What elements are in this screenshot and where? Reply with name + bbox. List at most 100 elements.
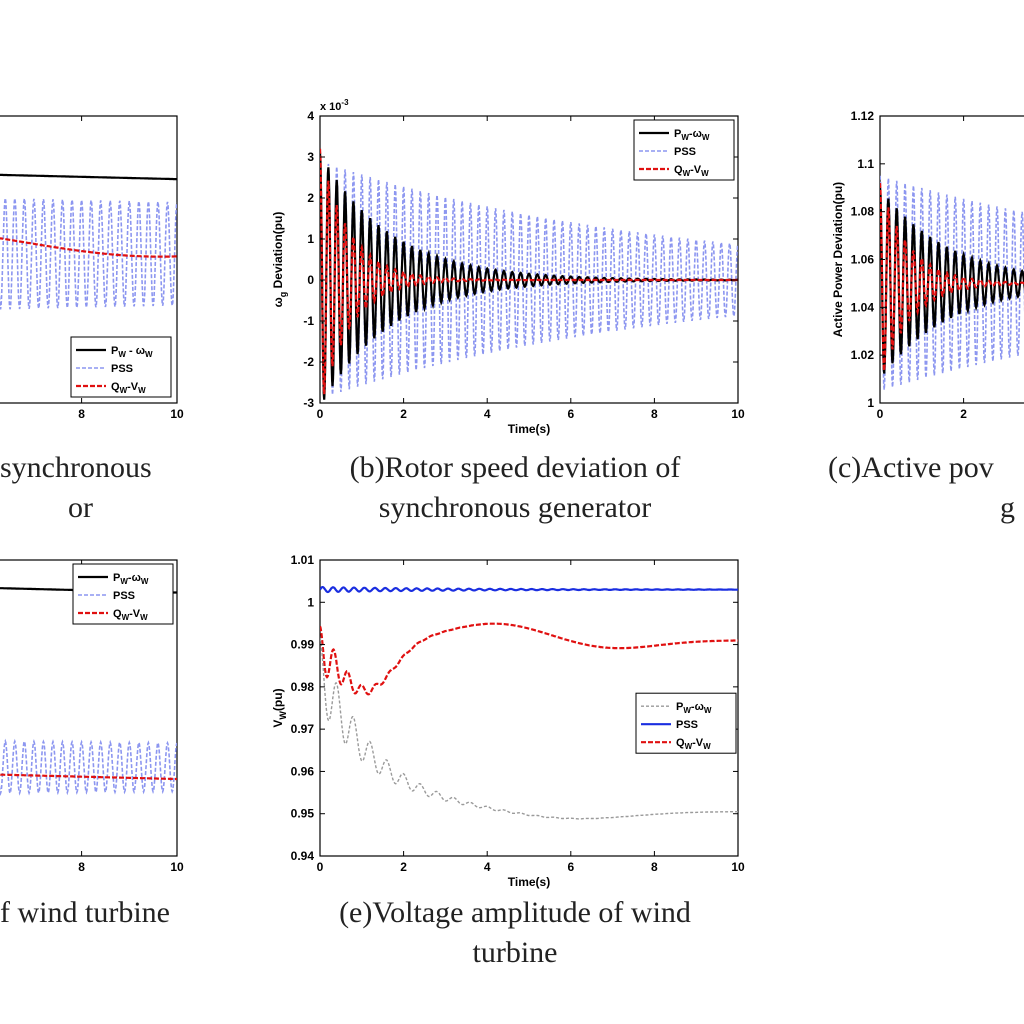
- x-axis-label: Time(s): [508, 422, 550, 436]
- x-tick-label: 10: [731, 860, 745, 874]
- legend-label: PW-ωW: [113, 572, 149, 586]
- caption-c-line1: (c)Active pov: [828, 451, 994, 484]
- x-tick-label: 6: [567, 407, 574, 421]
- caption-a: synchronous or: [0, 448, 210, 528]
- x-tick-label: 8: [78, 407, 85, 421]
- y-tick-label: 2: [307, 191, 314, 205]
- x-tick-label: 0: [877, 407, 884, 421]
- series-group: [320, 586, 738, 820]
- series-group: [880, 175, 1024, 390]
- axis-exponent: x 10-3: [320, 98, 349, 113]
- chart-e: 0 2 4 6 8 10 0.94 0.95 0.96 0.97 0.98 0.99 1 1.01 Time…: [271, 553, 745, 889]
- y-tick-label: 0.94: [291, 849, 315, 863]
- chart-d: 8 10 PW-ωW PSS QW-VW: [0, 559, 184, 874]
- caption-e: (e)Voltage amplitude of wind turbine: [285, 893, 745, 973]
- x-tick-label: 10: [170, 860, 184, 874]
- y-tick-label: 1: [867, 396, 874, 410]
- y-axis-label: VW(pu): [271, 688, 288, 727]
- caption-d: f wind turbine: [0, 893, 240, 933]
- y-tick-label: 1.01: [291, 553, 315, 567]
- x-axis-label: Time(s): [508, 875, 550, 889]
- y-axis-label: ωg Deviation(pu): [271, 212, 288, 308]
- caption-b-line1: (b)Rotor speed deviation of: [349, 451, 681, 484]
- caption-e-line1: (e)Voltage amplitude of wind: [339, 896, 691, 929]
- y-tick-label: 0.98: [291, 680, 315, 694]
- caption-d-line1: f wind turbine: [0, 896, 170, 929]
- y-tick-label: -3: [303, 396, 314, 410]
- y-tick-label: 1.1: [857, 157, 874, 171]
- y-tick-label: 0.97: [291, 722, 315, 736]
- chart-c: 0 2 1 1.02 1.04 1.06 1.08 1.1 1.12 Active Power D…: [831, 109, 1024, 421]
- legend: PW-ωW PSS QW-VW: [635, 692, 737, 754]
- y-tick-label: 0.96: [291, 764, 315, 778]
- x-tick-label: 8: [651, 407, 658, 421]
- x-tick-label: 10: [731, 407, 745, 421]
- series-line-red: [320, 148, 738, 395]
- caption-c: (c)Active pov g: [828, 448, 1024, 528]
- chart-b: 0 2 4 6 8 10 -3 -2 -1 0 1 2 3 4 Time(s) ωg Deviation(pu…: [271, 98, 745, 436]
- series-line-black: [320, 152, 738, 400]
- series-line-pss: [320, 161, 738, 398]
- legend-label: QW-VW: [113, 608, 148, 622]
- legend-label: QW-VW: [111, 381, 146, 395]
- series-line-red: [0, 237, 177, 258]
- legend-label: PW - ωW: [111, 345, 153, 359]
- caption-a-line1: synchronous: [0, 451, 152, 484]
- legend-label: QW-VW: [674, 164, 709, 178]
- series-line-gray: [320, 638, 738, 820]
- caption-b: (b)Rotor speed deviation of synchronous …: [300, 448, 730, 528]
- legend-label: PSS: [676, 719, 698, 731]
- y-tick-label: 1.04: [851, 300, 875, 314]
- x-tick-label: 0: [317, 860, 324, 874]
- series-line-pss: [880, 175, 1024, 390]
- x-tick-label: 4: [484, 860, 491, 874]
- y-tick-label: 0.95: [291, 807, 315, 821]
- series-line-pss: [0, 198, 177, 310]
- legend: PW - ωW PSS QW-VW: [70, 336, 172, 398]
- series-group: [320, 148, 738, 400]
- y-tick-label: 4: [307, 109, 314, 123]
- series-line-pss_solid: [320, 586, 738, 594]
- x-tick-label: 2: [400, 407, 407, 421]
- x-tick-label: 0: [317, 407, 324, 421]
- x-tick-label: 8: [78, 860, 85, 874]
- legend: PW-ωW PSS QW-VW: [72, 563, 174, 625]
- legend-label: PW-ωW: [676, 701, 712, 715]
- legend: PW-ωW PSS QW-VW: [633, 119, 735, 181]
- legend-label: PSS: [674, 146, 696, 158]
- y-tick-label: 3: [307, 150, 314, 164]
- y-tick-label: 0.99: [291, 638, 315, 652]
- caption-b-line2: synchronous generator: [378, 491, 652, 524]
- x-tick-label: 2: [400, 860, 407, 874]
- y-tick-label: -1: [303, 314, 314, 328]
- series-line-red: [320, 622, 738, 696]
- series-line-red: [880, 182, 1024, 371]
- x-tick-label: 6: [567, 860, 574, 874]
- legend-label: PSS: [111, 363, 133, 375]
- x-tick-label: 8: [651, 860, 658, 874]
- y-tick-label: -2: [303, 355, 314, 369]
- caption-c-line2: g: [1000, 491, 1015, 524]
- series-line-black: [880, 187, 1024, 374]
- y-tick-label: 1.12: [851, 109, 875, 123]
- series-line-pss: [0, 738, 177, 796]
- y-tick-label: 1: [307, 595, 314, 609]
- legend-label: QW-VW: [676, 737, 711, 751]
- chart-a: 8 10 PW - ωW PSS QW-VW: [0, 115, 184, 421]
- y-tick-label: 0: [307, 273, 314, 287]
- series-group: [0, 173, 177, 310]
- x-tick-label: 4: [484, 407, 491, 421]
- y-axis-label: Active Power Deviation(pu): [831, 182, 845, 337]
- y-tick-label: 1.02: [851, 348, 875, 362]
- y-tick-label: 1.08: [851, 205, 875, 219]
- y-tick-label: 1: [307, 232, 314, 246]
- x-tick-label: 2: [960, 407, 967, 421]
- legend-label: PW-ωW: [674, 128, 710, 142]
- x-tick-label: 10: [170, 407, 184, 421]
- caption-a-line2: or: [68, 491, 93, 524]
- legend-label: PSS: [113, 590, 135, 602]
- series-line-black: [0, 173, 177, 181]
- caption-e-line2: turbine: [472, 936, 558, 969]
- y-tick-label: 1.06: [851, 253, 875, 267]
